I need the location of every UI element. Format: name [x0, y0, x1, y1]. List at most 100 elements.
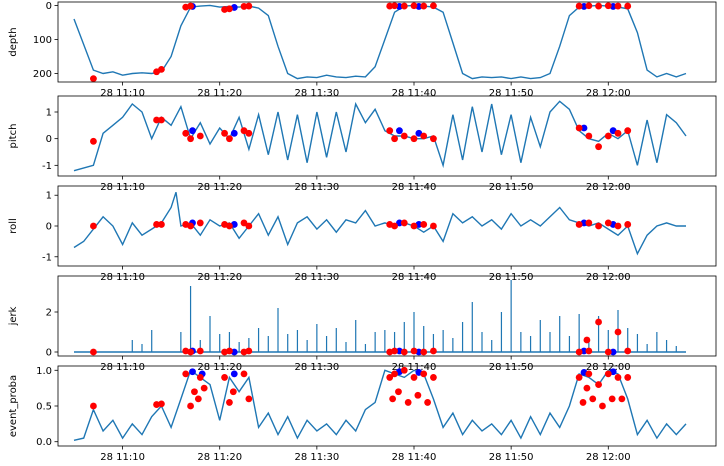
event-marker-red — [420, 370, 428, 378]
event-marker-red — [90, 137, 97, 145]
event-marker-red — [410, 347, 418, 355]
event-marker-red — [583, 384, 591, 392]
y-tick-label: 1 — [46, 108, 52, 119]
event-marker-red — [430, 2, 437, 10]
event-marker-red — [414, 391, 422, 399]
event-marker-red — [595, 222, 602, 230]
x-tick-label: 28 11:20 — [197, 452, 242, 463]
event-marker-red — [187, 135, 194, 143]
plot-area — [73, 191, 686, 256]
event-marker-red — [400, 132, 408, 140]
x-tick-label: 28 11:50 — [489, 182, 534, 193]
series-line — [73, 369, 687, 441]
event-marker-red — [245, 222, 253, 230]
event-marker-blue — [230, 370, 238, 378]
event-marker-red — [226, 135, 233, 143]
event-marker-red — [226, 222, 233, 230]
event-marker-red — [420, 132, 428, 140]
y-tick-label: 200 — [33, 69, 52, 80]
event-marker-red — [194, 395, 202, 403]
y-tick-label: 0 — [46, 222, 52, 233]
event-marker-red — [240, 370, 248, 378]
event-marker-red — [614, 2, 622, 10]
event-marker-red — [400, 219, 408, 227]
event-marker-red — [158, 116, 165, 124]
event-marker-blue — [580, 124, 588, 132]
event-marker-red — [430, 374, 437, 381]
panel-depth: 0 100 200 28 11:10 28 11:20 28 11:30 28 11:40 2… — [8, 1, 717, 99]
x-tick-label: 28 11:40 — [392, 272, 437, 283]
event-marker-red — [575, 374, 583, 381]
axes-frame — [57, 1, 717, 83]
x-tick-label: 28 12:00 — [586, 88, 631, 99]
event-marker-red — [420, 221, 428, 228]
panel-event-proba: 0.0 0.5 1.0 28 11:10 28 11:20 28 11:30 28 11:4… — [8, 365, 717, 463]
event-marker-red — [240, 219, 248, 227]
event-marker-blue — [609, 348, 617, 356]
event-marker-red — [575, 2, 583, 10]
y-tick-label: 0 — [46, 1, 52, 12]
y-tick-label: -1 — [42, 252, 52, 263]
y-tick-label: -1 — [42, 161, 52, 172]
panel-roll: -1 0 1 28 11:10 28 11:20 28 11:30 28 11:40 28 1… — [8, 185, 717, 283]
event-marker-red — [420, 348, 428, 356]
x-tick-label: 28 11:50 — [489, 362, 534, 373]
plot-area — [73, 366, 687, 441]
event-marker-red — [604, 348, 612, 356]
event-marker-red — [585, 370, 593, 378]
event-marker-red — [624, 127, 632, 135]
event-marker-red — [604, 132, 612, 140]
event-marker-red — [400, 366, 408, 374]
series-line — [73, 4, 687, 80]
event-marker-red — [386, 2, 394, 10]
event-marker-red — [400, 2, 408, 10]
x-tick-label: 28 11:50 — [489, 88, 534, 99]
x-tick-label: 28 11:30 — [294, 88, 339, 99]
event-marker-red — [158, 400, 165, 408]
event-marker-red — [604, 2, 612, 10]
event-marker-red — [410, 2, 418, 10]
x-tick-label: 28 11:10 — [100, 272, 145, 283]
axes-frame — [57, 95, 717, 177]
y-axis-label: depth — [8, 27, 19, 56]
event-marker-red — [599, 402, 606, 410]
event-marker-red — [604, 370, 612, 378]
event-marker-red — [624, 2, 632, 10]
event-marker-red — [614, 328, 622, 336]
event-marker-red — [229, 388, 237, 396]
event-marker-red — [430, 135, 437, 143]
series-line — [73, 191, 686, 256]
y-tick-label: 2 — [46, 308, 52, 319]
event-marker-red — [196, 347, 204, 355]
event-marker-red — [595, 2, 602, 10]
x-tick-label: 28 11:30 — [294, 452, 339, 463]
plot-area — [73, 100, 687, 172]
axes-frame — [57, 275, 717, 357]
x-tick-label: 28 11:40 — [392, 182, 437, 193]
event-marker-red — [410, 135, 418, 143]
event-marker-red — [226, 5, 233, 13]
event-marker-blue — [396, 127, 403, 135]
x-tick-label: 28 11:10 — [100, 182, 145, 193]
event-marker-red — [424, 399, 431, 406]
event-marker-red — [624, 347, 632, 355]
y-tick-label: 0 — [46, 134, 52, 145]
event-marker-red — [624, 374, 632, 381]
x-tick-label: 28 11:40 — [392, 452, 437, 463]
event-marker-red — [90, 222, 97, 230]
event-marker-red — [604, 219, 612, 227]
event-marker-red — [187, 348, 194, 356]
x-tick-label: 28 12:00 — [586, 182, 631, 193]
event-marker-red — [420, 2, 428, 10]
event-marker-red — [386, 374, 394, 381]
x-tick-label: 28 11:10 — [100, 452, 145, 463]
x-tick-label: 28 11:40 — [392, 362, 437, 373]
event-marker-red — [575, 348, 583, 356]
event-marker-red — [389, 395, 397, 403]
x-tick-label: 28 11:30 — [294, 272, 339, 283]
event-marker-red — [583, 336, 591, 344]
x-tick-label: 28 11:20 — [197, 362, 242, 373]
panel-jerk: 0 2 28 11:10 28 11:20 28 11:30 28 11:40 28 11:… — [8, 275, 717, 373]
event-marker-red — [187, 222, 194, 230]
